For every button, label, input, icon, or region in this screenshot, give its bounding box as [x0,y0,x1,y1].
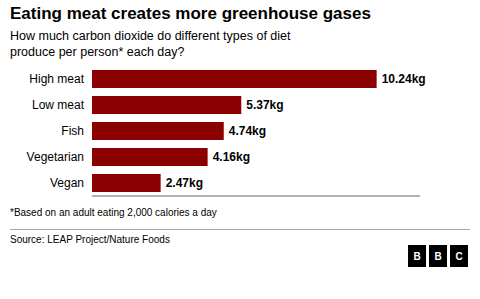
svg-text:10.24kg: 10.24kg [382,72,426,86]
html-text:Source: LEAP Project/Nature Fo: Source: LEAP Project/Nature Foods [10,234,170,245]
html-text:How much carbon dioxide do dif: How much carbon dioxide do different typ… [10,29,291,59]
html-text:Eating meat creates more green: Eating meat creates more greenhouse gase… [10,4,371,23]
svg-text:4.16kg: 4.16kg [213,150,250,164]
svg-text:2.47kg: 2.47kg [166,176,203,190]
svg-text:5.37kg: 5.37kg [246,98,283,112]
html-text:B: B [434,250,442,262]
svg-text:Vegan: Vegan [50,176,84,190]
svg-text:Low meat: Low meat [32,98,85,112]
html-text:C: C [455,250,463,262]
svg-text:Vegetarian: Vegetarian [27,150,84,164]
svg-text:Fish: Fish [61,124,84,138]
html-text:B: B [413,250,421,262]
html-text:*Based on an adult eating 2,00: *Based on an adult eating 2,000 calories… [10,207,217,218]
svg-text:High meat: High meat [29,72,84,86]
svg-text:4.74kg: 4.74kg [229,124,266,138]
